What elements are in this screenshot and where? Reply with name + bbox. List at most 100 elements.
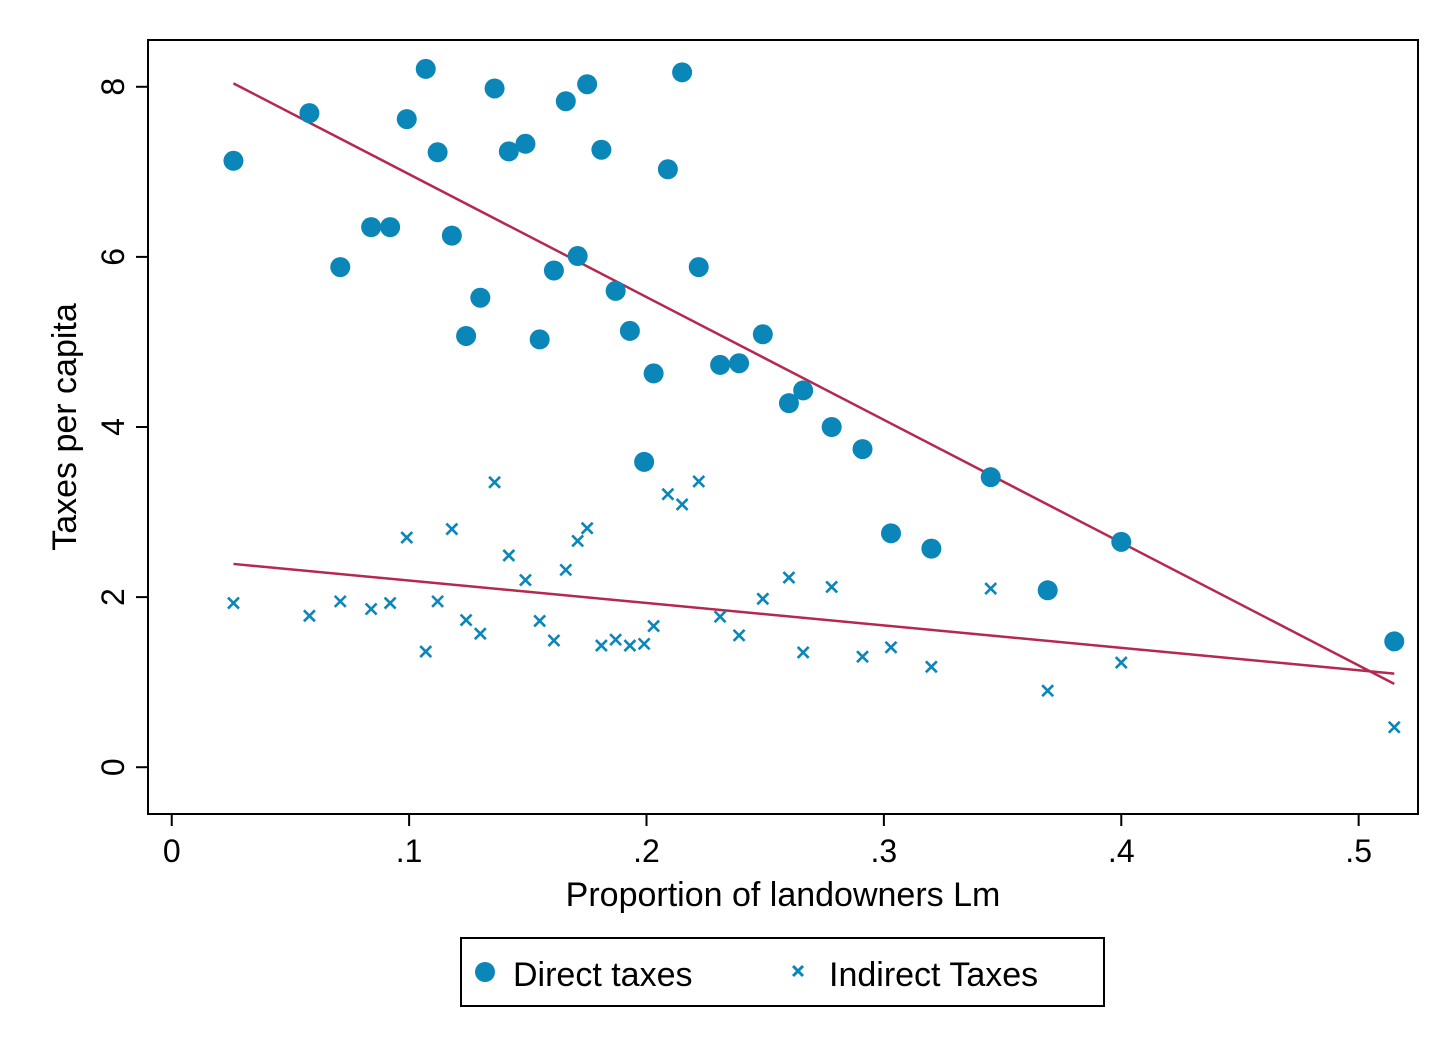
indirect-taxes-point [333,594,347,608]
direct-taxes-point [980,467,1001,488]
direct-taxes-point [1384,631,1405,652]
x-tick-label: .1 [396,833,423,869]
indirect-taxes-point [692,475,706,488]
indirect-taxes-point [473,627,487,641]
x-tick-label: 0 [163,833,181,869]
direct-taxes-point [672,62,693,83]
indirect-taxes-point [502,549,516,562]
indirect-taxes-point [580,521,594,535]
indirect-taxes-point [637,637,651,651]
indirect-taxes-point [303,609,316,623]
direct-taxes-point [380,217,401,238]
indirect-taxes-point [856,650,869,664]
direct-taxes-point [852,439,873,460]
legend-direct-label: Direct taxes [513,956,693,994]
direct-taxes-point [330,257,351,278]
fit-line [232,82,1395,685]
indirect-taxes-point [825,580,839,594]
indirect-taxes-point [623,639,637,653]
direct-taxes-point [634,451,655,472]
indirect-taxes-point [1041,684,1055,698]
direct-taxes-point [577,74,598,95]
indirect-taxes-point [594,639,608,653]
direct-taxes-point [498,141,519,162]
direct-taxes-point [515,133,536,154]
direct-taxes-point [396,109,417,130]
direct-taxes-point [470,287,491,308]
direct-taxes-point [567,246,588,267]
y-axis-ticks: 0 2 4 6 8 [95,78,148,776]
indirect-taxes-point [1387,720,1401,734]
direct-taxes-point [591,139,612,160]
direct-taxes-point [555,91,576,112]
y-tick-label: 6 [95,248,131,266]
indirect-taxes-point [364,602,378,616]
indirect-taxes-point [713,610,727,624]
y-axis-label: Taxes per capita [46,303,84,551]
direct-taxes-point [688,257,709,278]
direct-taxes-point [643,363,664,384]
direct-taxes-point [441,225,462,246]
direct-taxes-point [427,142,448,163]
y-tick-label: 2 [95,588,131,606]
indirect-taxes-point [647,619,661,633]
direct-taxes-point [821,417,842,437]
direct-taxes-point [415,58,436,79]
indirect-taxes-point [884,640,898,654]
y-tick-label: 8 [95,78,131,96]
direct-taxes-point [529,329,550,350]
direct-taxes-point [710,354,731,375]
indirect-taxes-point [419,645,433,658]
direct-taxes-point [778,393,799,414]
indirect-taxes-point [519,573,532,587]
fit-line [233,562,1395,675]
indirect-taxes-point [383,596,397,610]
indirect-taxes-point [924,660,938,674]
indirect-taxes-point [400,531,414,544]
x-tick-label: .3 [871,833,898,869]
indirect-taxes-point [984,582,998,596]
indirect-taxes-point [675,497,689,511]
indirect-taxes-point [732,628,746,642]
x-axis-label: Proportion of landowners Lm [566,876,1001,914]
direct-taxes-point [543,260,564,281]
indirect-taxes-point [796,645,810,659]
indirect-taxes-point [756,592,770,606]
indirect-taxes-point [1114,656,1128,670]
direct-taxes-point [1111,531,1132,552]
indirect-taxes-point [533,614,547,628]
direct-taxes-point [605,280,626,301]
legend-indirect-marker [791,964,805,978]
direct-taxes-point [657,159,678,180]
direct-taxes-point [729,353,750,374]
indirect-taxes-point [609,633,623,647]
indirect-taxes-point [782,571,796,584]
indirect-taxes-point [661,487,675,501]
indirect-taxes-point [559,563,573,577]
legend-direct-marker [475,962,495,982]
direct-taxes-point [619,320,640,341]
y-tick-label: 4 [95,418,131,436]
direct-taxes-point [484,78,505,99]
indirect-taxes-point [227,596,240,610]
direct-taxes-point [1037,580,1058,601]
y-tick-label: 0 [95,758,131,776]
direct-taxes-point [223,150,244,171]
x-tick-label: .5 [1345,833,1372,869]
direct-taxes-point [881,523,902,544]
indirect-taxes-point [488,475,501,489]
fit-lines [232,82,1395,685]
x-tick-label: .4 [1108,833,1135,869]
legend-box [460,937,1105,1007]
x-tick-label: .2 [633,833,660,869]
direct-taxes-point [752,324,773,345]
direct-taxes-series [223,58,1405,652]
indirect-taxes-point [571,534,585,548]
indirect-taxes-series [227,475,1401,734]
legend-indirect-label: Indirect Taxes [829,956,1038,994]
direct-taxes-point [921,538,942,559]
indirect-taxes-point [547,634,561,647]
legend: Direct taxes Indirect Taxes [460,937,1105,1007]
